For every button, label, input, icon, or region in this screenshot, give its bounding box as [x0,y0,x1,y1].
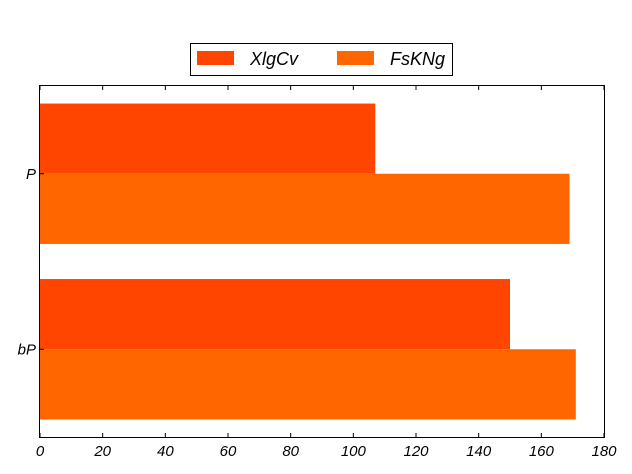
bars-group [40,103,576,420]
legend-label-xlgcv: XlgCv [249,49,299,69]
legend-frame [190,43,453,76]
bar-fskng-bp [40,349,576,420]
x-tick-label-140: 140 [466,443,492,460]
legend-swatch-fskng [337,51,374,65]
x-axis: 0 20 40 60 80 100 120 140 160 180 [36,86,617,460]
y-tick-label-bp: bP [18,341,36,358]
legend-swatch-xlgcv [197,51,234,65]
x-tick-label-180: 180 [591,443,617,460]
y-tick-label-p: P [26,166,36,183]
x-tick-label-60: 60 [220,443,237,460]
x-tick-label-0: 0 [36,443,45,460]
x-tick-label-160: 160 [529,443,555,460]
bar-fskng-p [40,173,570,244]
legend: XlgCv FsKNg [190,43,453,76]
x-tick-label-120: 120 [403,443,429,460]
bar-xlgcv-bp [40,279,510,350]
plot-area-frame [39,85,605,438]
x-tick-label-40: 40 [157,443,174,460]
bar-xlgcv-p [40,103,376,174]
x-tick-label-20: 20 [93,443,111,460]
x-tick-label-100: 100 [341,443,367,460]
legend-label-fskng: FsKNg [390,49,445,69]
y-axis: bP P [18,166,44,358]
x-tick-label-80: 80 [282,443,299,460]
